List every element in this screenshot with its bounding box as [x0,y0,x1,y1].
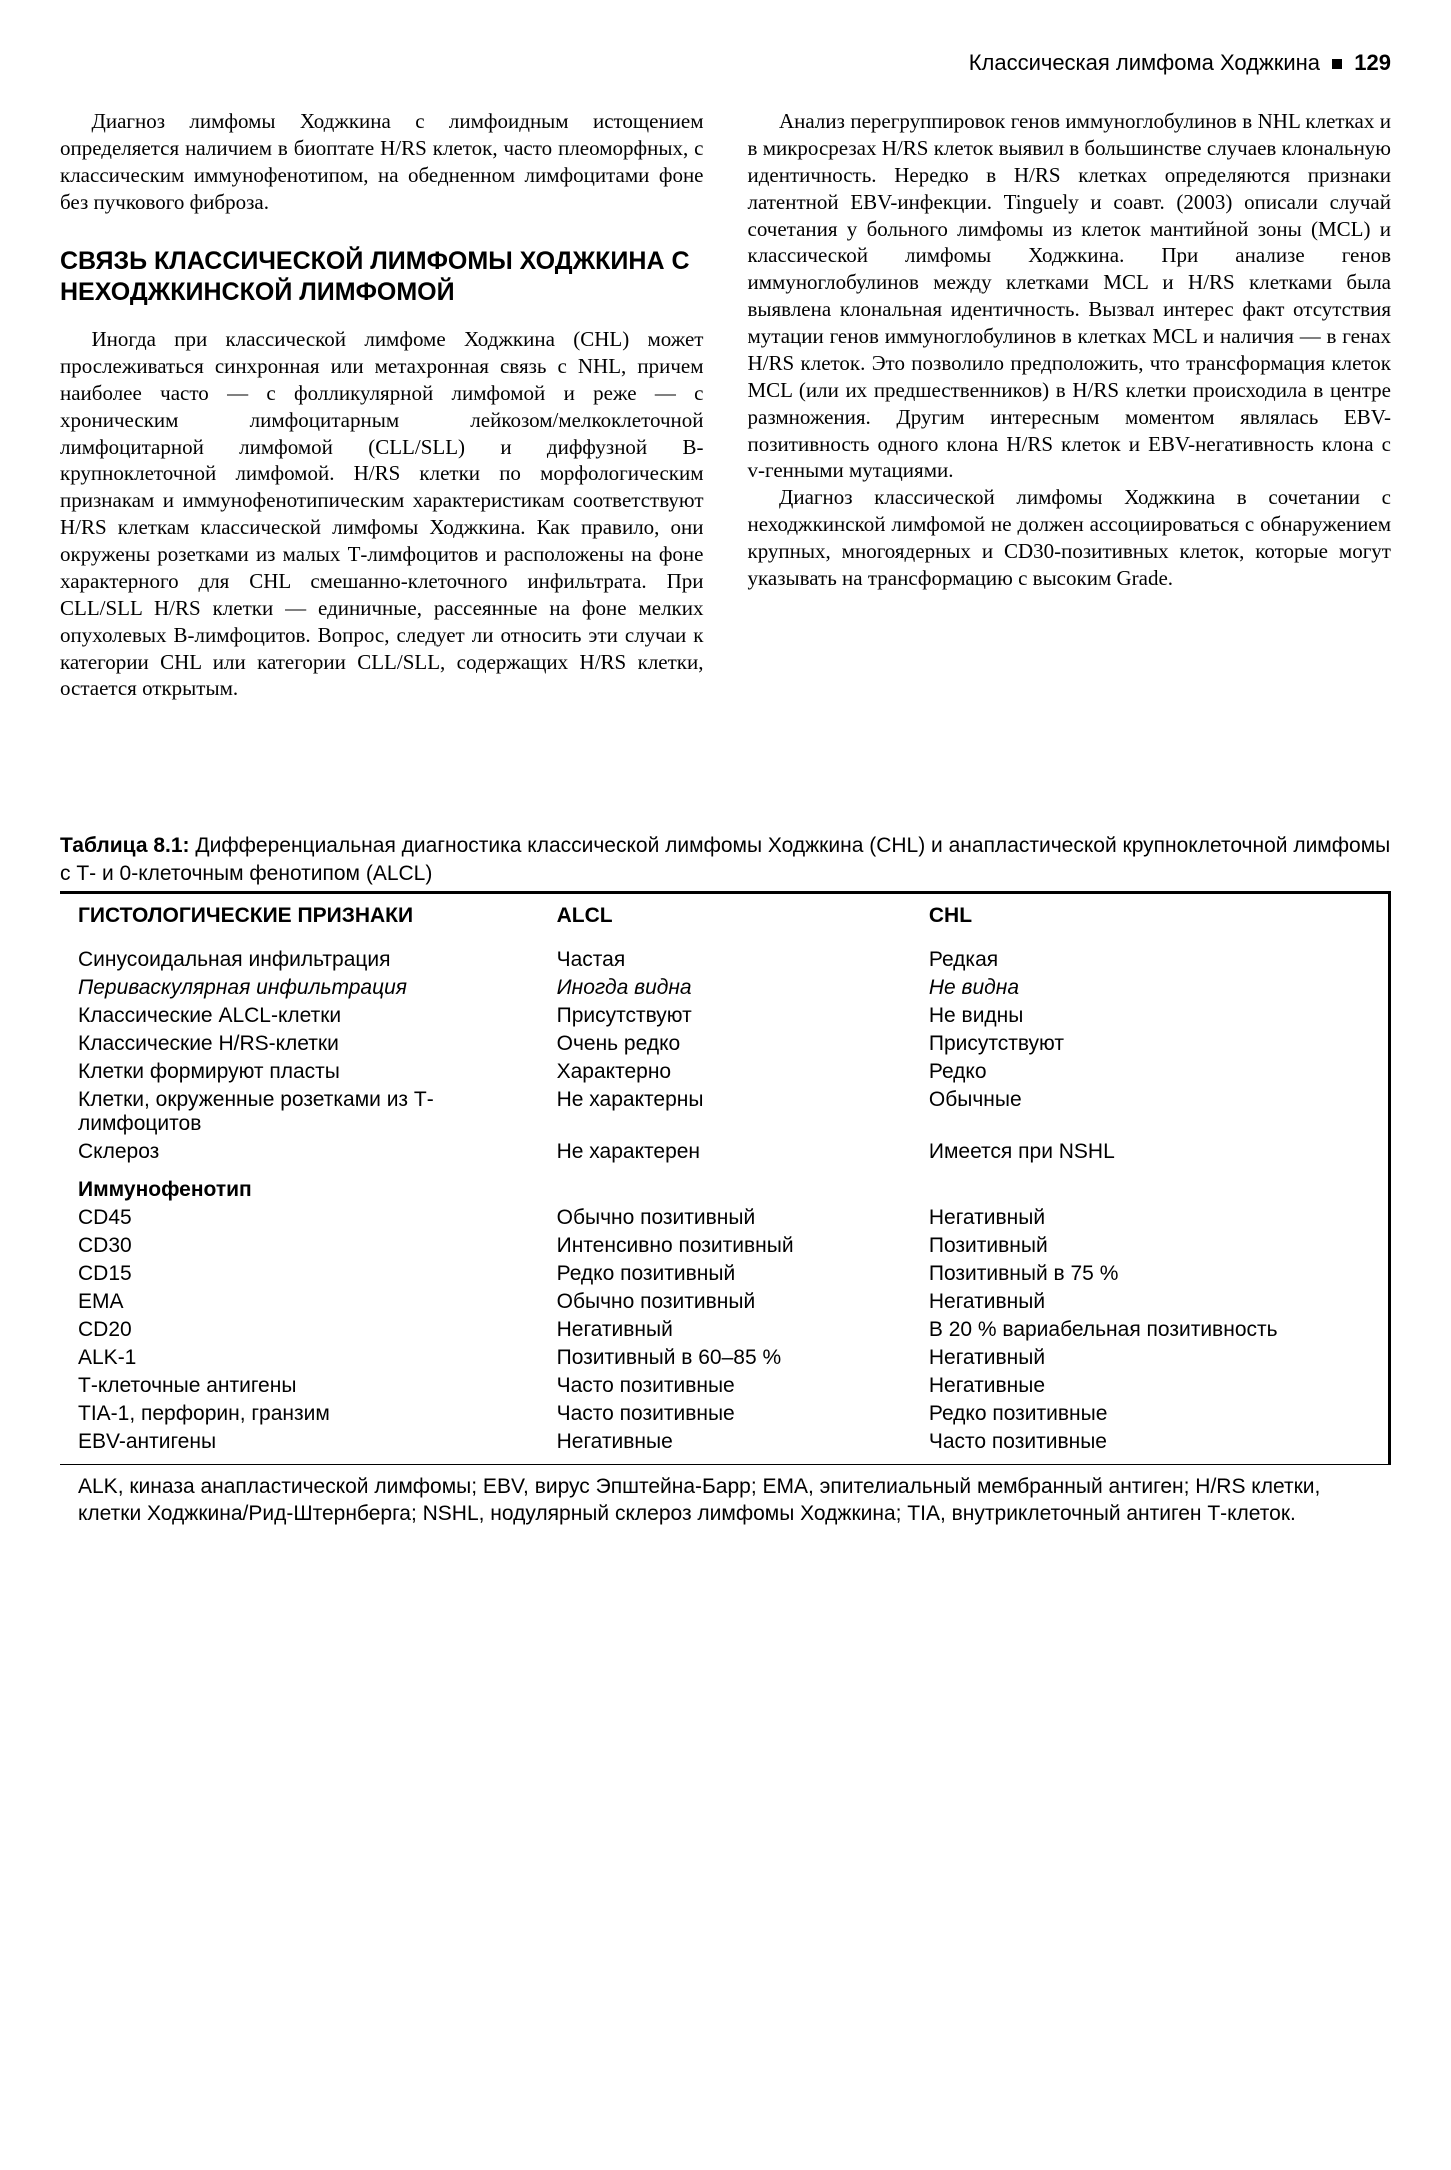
section-title: СВЯЗЬ КЛАССИЧЕСКОЙ ЛИМФОМЫ ХОДЖКИНА С НЕ… [60,246,704,309]
table-row: CD15Редко позитивныйПозитивный в 75 % [60,1260,1390,1288]
table-cell [539,1166,911,1204]
table-row: EBV-антигеныНегативныеЧасто позитивные [60,1428,1390,1464]
table-cell: Часто позитивные [911,1428,1390,1464]
table-cell: Характерно [539,1058,911,1086]
table-cell: Имеется при NSHL [911,1138,1390,1166]
table-caption: Таблица 8.1: Дифференциальная диагностик… [60,832,1391,887]
table-cell: Очень редко [539,1030,911,1058]
table-cell: Редкая [911,946,1390,974]
table-cell: Не характерны [539,1086,911,1138]
table-cell: Присутствуют [539,1002,911,1030]
table-cell: CD30 [60,1232,539,1260]
table-row: TIA-1, перфорин, гранзимЧасто позитивные… [60,1400,1390,1428]
table-cell: Негативный [911,1288,1390,1316]
table-cell: EMA [60,1288,539,1316]
page-header: Классическая лимфома Ходжкина 129 [60,50,1391,76]
table-cell [911,1166,1390,1204]
table-cell: Позитивный [911,1232,1390,1260]
table-cell: Редко позитивный [539,1260,911,1288]
table-cell: Интенсивно позитивный [539,1232,911,1260]
paragraph: Диагноз лимфомы Ходжкина с лимфоидным ис… [60,108,704,216]
table-cell: Клетки, окруженные розетками из Т-лимфоц… [60,1086,539,1138]
table-row: Синусоидальная инфильтрацияЧастаяРедкая [60,946,1390,974]
table-cell: TIA-1, перфорин, гранзим [60,1400,539,1428]
table-footnote: ALK, киназа анапластической лимфомы; EBV… [60,1464,1391,1528]
table-cell: Позитивный в 60–85 % [539,1344,911,1372]
table-cell: Склероз [60,1138,539,1166]
col-header: ALCL [539,892,911,946]
table-cell: В 20 % вариабельная позитивность [911,1316,1390,1344]
table-row: ALK-1Позитивный в 60–85 %Негативный [60,1344,1390,1372]
table-cell: ALK-1 [60,1344,539,1372]
table-cell: Иммунофенотип [60,1166,539,1204]
chapter-title: Классическая лимфома Ходжкина [969,50,1320,75]
table-subhead: Иммунофенотип [60,1166,1390,1204]
table-cell: Периваскулярная инфильтрация [60,974,539,1002]
table-row: Т-клеточные антигеныЧасто позитивныеНега… [60,1372,1390,1400]
table-cell: CD45 [60,1204,539,1232]
table-row: CD20НегативныйВ 20 % вариабельная позити… [60,1316,1390,1344]
table-row: Клетки формируют пластыХарактерноРедко [60,1058,1390,1086]
table-cell: Позитивный в 75 % [911,1260,1390,1288]
body-text: Диагноз лимфомы Ходжкина с лимфоидным ис… [60,108,1391,702]
table-cell: Синусоидальная инфильтрация [60,946,539,974]
table-cell: Частая [539,946,911,974]
differential-table: ГИСТОЛОГИЧЕСКИЕ ПРИЗНАКИ ALCL CHL Синусо… [60,891,1391,1464]
table-cell: Обычно позитивный [539,1288,911,1316]
table-caption-text: Дифференциальная диагностика классическо… [60,834,1390,884]
table-row: Периваскулярная инфильтрацияИногда видна… [60,974,1390,1002]
table-cell: Не характерен [539,1138,911,1166]
paragraph: Анализ перегруппировок генов иммуноглобу… [748,108,1392,484]
col-header: ГИСТОЛОГИЧЕСКИЕ ПРИЗНАКИ [60,892,539,946]
col-header: CHL [911,892,1390,946]
table-cell: Часто позитивные [539,1400,911,1428]
table-cell: Обычные [911,1086,1390,1138]
table-cell: CD15 [60,1260,539,1288]
table-cell: Обычно позитивный [539,1204,911,1232]
paragraph: Диагноз классической лимфомы Ходжкина в … [748,484,1392,592]
table-cell: EBV-антигены [60,1428,539,1464]
paragraph: Иногда при классической лимфоме Ходжкина… [60,326,704,702]
table-cell: CD20 [60,1316,539,1344]
square-bullet-icon [1332,59,1342,69]
table-cell: Клетки формируют пласты [60,1058,539,1086]
table-cell: Редко позитивные [911,1400,1390,1428]
table-row: CD45Обычно позитивныйНегативный [60,1204,1390,1232]
table-cell: Не видны [911,1002,1390,1030]
table-cell: Негативные [911,1372,1390,1400]
table-row: Клетки, окруженные розетками из Т-лимфоц… [60,1086,1390,1138]
table-row: Классические H/RS-клеткиОчень редкоПрису… [60,1030,1390,1058]
table-cell: Негативные [539,1428,911,1464]
table-cell: Негативный [539,1316,911,1344]
table-row: EMAОбычно позитивныйНегативный [60,1288,1390,1316]
table-row: CD30Интенсивно позитивныйПозитивный [60,1232,1390,1260]
table-cell: Т-клеточные антигены [60,1372,539,1400]
table-cell: Часто позитивные [539,1372,911,1400]
table-header-row: ГИСТОЛОГИЧЕСКИЕ ПРИЗНАКИ ALCL CHL [60,892,1390,946]
table-cell: Присутствуют [911,1030,1390,1058]
table-cell: Не видна [911,974,1390,1002]
table-cell: Иногда видна [539,974,911,1002]
page-number: 129 [1354,50,1391,75]
table-cell: Классические ALCL-клетки [60,1002,539,1030]
table-cell: Классические H/RS-клетки [60,1030,539,1058]
table-block: Таблица 8.1: Дифференциальная диагностик… [60,832,1391,1527]
table-row: СклерозНе характеренИмеется при NSHL [60,1138,1390,1166]
table-cell: Негативный [911,1204,1390,1232]
table-cell: Негативный [911,1344,1390,1372]
table-caption-label: Таблица 8.1: [60,834,190,857]
table-cell: Редко [911,1058,1390,1086]
table-row: Классические ALCL-клеткиПрисутствуютНе в… [60,1002,1390,1030]
